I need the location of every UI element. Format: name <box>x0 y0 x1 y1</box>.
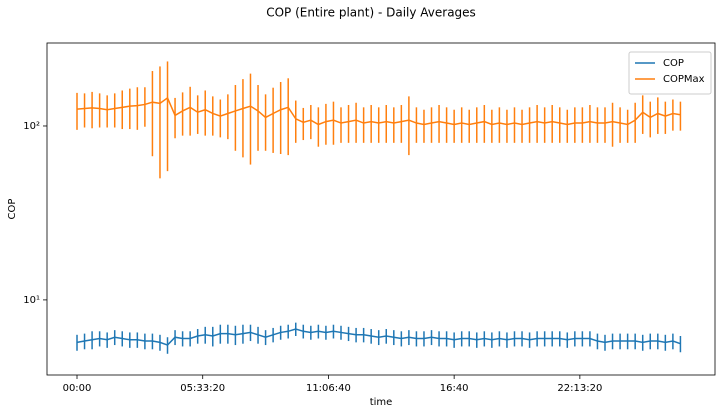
legend-label: COP <box>663 58 684 69</box>
y-tick-label: 10¹ <box>23 295 40 306</box>
series-line <box>76 96 681 126</box>
x-axis-label: time <box>370 397 393 408</box>
x-tick-label: 16:40 <box>440 383 469 394</box>
legend-label: COPMax <box>663 74 705 85</box>
x-tick-label: 00:00 <box>63 383 92 394</box>
series-line <box>76 328 681 346</box>
x-tick-label: 05:33:20 <box>180 383 225 394</box>
plot-frame <box>46 42 716 376</box>
y-axis-label: COP <box>7 199 18 220</box>
x-tick-label: 22:13:20 <box>557 383 602 394</box>
y-tick-label: 10² <box>23 121 40 132</box>
x-tick-label: 11:06:40 <box>306 383 351 394</box>
chart-title: COP (Entire plant) - Daily Averages <box>266 6 476 20</box>
